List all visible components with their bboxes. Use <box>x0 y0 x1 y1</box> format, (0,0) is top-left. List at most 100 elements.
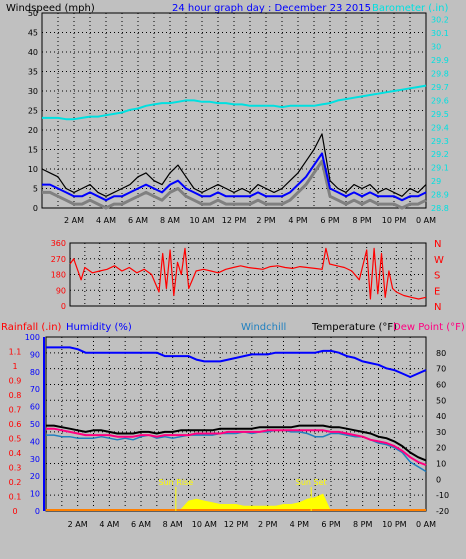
temperature-right-tick: -10 <box>436 491 449 500</box>
humidity-left-tick: 10 <box>30 490 40 499</box>
humidity-line <box>46 346 427 378</box>
x-tick-label: 10 AM <box>189 216 214 225</box>
solar-area <box>46 493 426 511</box>
temperature-right-tick: 60 <box>436 380 446 389</box>
rainfall-axis-title: Rainfall (.in) <box>1 322 62 333</box>
x-tick-label: 2 PM <box>258 520 277 529</box>
barometer-right-tick: 28.9 <box>431 191 449 200</box>
wind-left-tick: 50 <box>28 9 38 18</box>
wind-left-tick: 20 <box>28 126 38 135</box>
rainfall-tick: 0.4 <box>9 449 22 458</box>
windspeed-axis-title: Windspeed (mph) <box>6 3 95 14</box>
temperature-right-tick: -20 <box>436 507 449 516</box>
humidity-left-tick: 0 <box>35 507 40 516</box>
direction-left-tick: 0 <box>61 302 66 311</box>
x-tick-label: 10 AM <box>192 520 217 529</box>
x-tick-label: 2 AM <box>64 216 84 225</box>
x-tick-label: 8 AM <box>160 216 180 225</box>
wind-left-tick: 40 <box>28 48 38 57</box>
compass-label: N <box>434 302 441 313</box>
humidity-left-tick: 50 <box>30 420 40 429</box>
compass-label: S <box>434 271 440 282</box>
temperature-right-tick: 10 <box>436 460 446 469</box>
dewpoint-line <box>46 427 427 467</box>
humidity-left-tick: 100 <box>25 333 40 342</box>
x-tick-label: 0 AM <box>416 520 436 529</box>
x-tick-label: 2 AM <box>68 520 88 529</box>
temperature-line <box>46 424 427 462</box>
x-tick-label: 10 PM <box>382 216 407 225</box>
wind-direction-line <box>69 247 427 300</box>
x-tick-label: 6 PM <box>320 216 339 225</box>
direction-left-tick: 180 <box>51 271 66 280</box>
barometer-right-tick: 30.2 <box>431 16 449 25</box>
wind-left-tick: 0 <box>33 204 38 213</box>
rainfall-tick: 1 <box>12 362 17 371</box>
temperature-axis-title: Temperature (°F) <box>311 322 397 333</box>
temperature-right-tick: 40 <box>436 412 446 421</box>
rainfall-tick: 0.5 <box>9 435 22 444</box>
wind-shadow-line <box>42 159 427 210</box>
x-tick-label: 12 PM <box>224 520 249 529</box>
rainfall-tick: 0.8 <box>9 391 22 400</box>
barometer-right-tick: 29.9 <box>431 56 449 65</box>
barometer-right-tick: 29.5 <box>431 110 449 119</box>
barometer-right-tick: 29.7 <box>431 83 449 92</box>
windspeed-line <box>41 133 427 197</box>
barometer-line <box>42 84 427 121</box>
humidity-left-tick: 40 <box>30 437 40 446</box>
temperature-right-tick: 50 <box>436 396 446 405</box>
barometer-axis-title: Barometer (.in) <box>372 3 448 14</box>
dewpoint-legend: Dew Point (°F) <box>393 322 465 333</box>
x-tick-label: 4 AM <box>99 520 119 529</box>
x-tick-label: 6 AM <box>128 216 148 225</box>
x-tick-label: 4 PM <box>290 520 309 529</box>
barometer-right-tick: 29.4 <box>431 123 449 132</box>
rainfall-tick: 0.2 <box>9 478 22 487</box>
wind-left-tick: 45 <box>28 29 38 38</box>
x-tick-label: 8 AM <box>163 520 183 529</box>
x-tick-label: 2 PM <box>256 216 275 225</box>
humidity-left-tick: 30 <box>30 455 40 464</box>
wind-left-tick: 15 <box>28 146 38 155</box>
chart-layer: 0510152025303540455028.828.92929.129.229… <box>9 9 449 529</box>
rainfall-tick: 0.7 <box>9 406 22 415</box>
direction-left-tick: 270 <box>51 255 66 264</box>
barometer-right-tick: 29.3 <box>431 137 449 146</box>
x-tick-label: 6 PM <box>321 520 340 529</box>
wind-left-tick: 25 <box>28 107 38 116</box>
rainfall-tick: 0.6 <box>9 420 22 429</box>
humidity-left-tick: 80 <box>30 368 40 377</box>
x-tick-label: 12 PM <box>222 216 247 225</box>
rainfall-tick: 0.3 <box>9 464 22 473</box>
humidity-left-tick: 60 <box>30 403 40 412</box>
x-tick-label: 6 AM <box>131 520 151 529</box>
rainfall-tick: 0.1 <box>9 493 22 502</box>
barometer-right-tick: 30.1 <box>431 29 449 38</box>
x-tick-label: 4 AM <box>96 216 116 225</box>
wind-left-tick: 35 <box>28 68 38 77</box>
humidity-left-tick: 70 <box>30 385 40 394</box>
wind-average-line <box>42 152 427 202</box>
sun-marker-label: Sun Rise <box>159 478 194 487</box>
humidity-left-tick: 20 <box>30 472 40 481</box>
compass-label: E <box>434 286 440 297</box>
compass-label: N <box>434 239 441 250</box>
rainfall-tick: 0.9 <box>9 377 22 386</box>
wind-left-tick: 5 <box>33 185 38 194</box>
direction-left-tick: 90 <box>56 286 66 295</box>
x-tick-label: 8 PM <box>353 520 372 529</box>
humidity-left-tick: 90 <box>30 350 40 359</box>
rainfall-tick: 1.1 <box>9 348 22 357</box>
windchill-legend: Windchill <box>241 322 286 333</box>
temperature-right-tick: 80 <box>436 349 446 358</box>
barometer-right-tick: 29.2 <box>431 150 449 159</box>
barometer-right-tick: 29 <box>431 177 441 186</box>
temperature-right-tick: 70 <box>436 365 446 374</box>
barometer-right-tick: 29.1 <box>431 164 449 173</box>
direction-left-tick: 360 <box>51 239 66 248</box>
x-tick-label: 4 PM <box>288 216 307 225</box>
temperature-right-tick: 30 <box>436 428 446 437</box>
